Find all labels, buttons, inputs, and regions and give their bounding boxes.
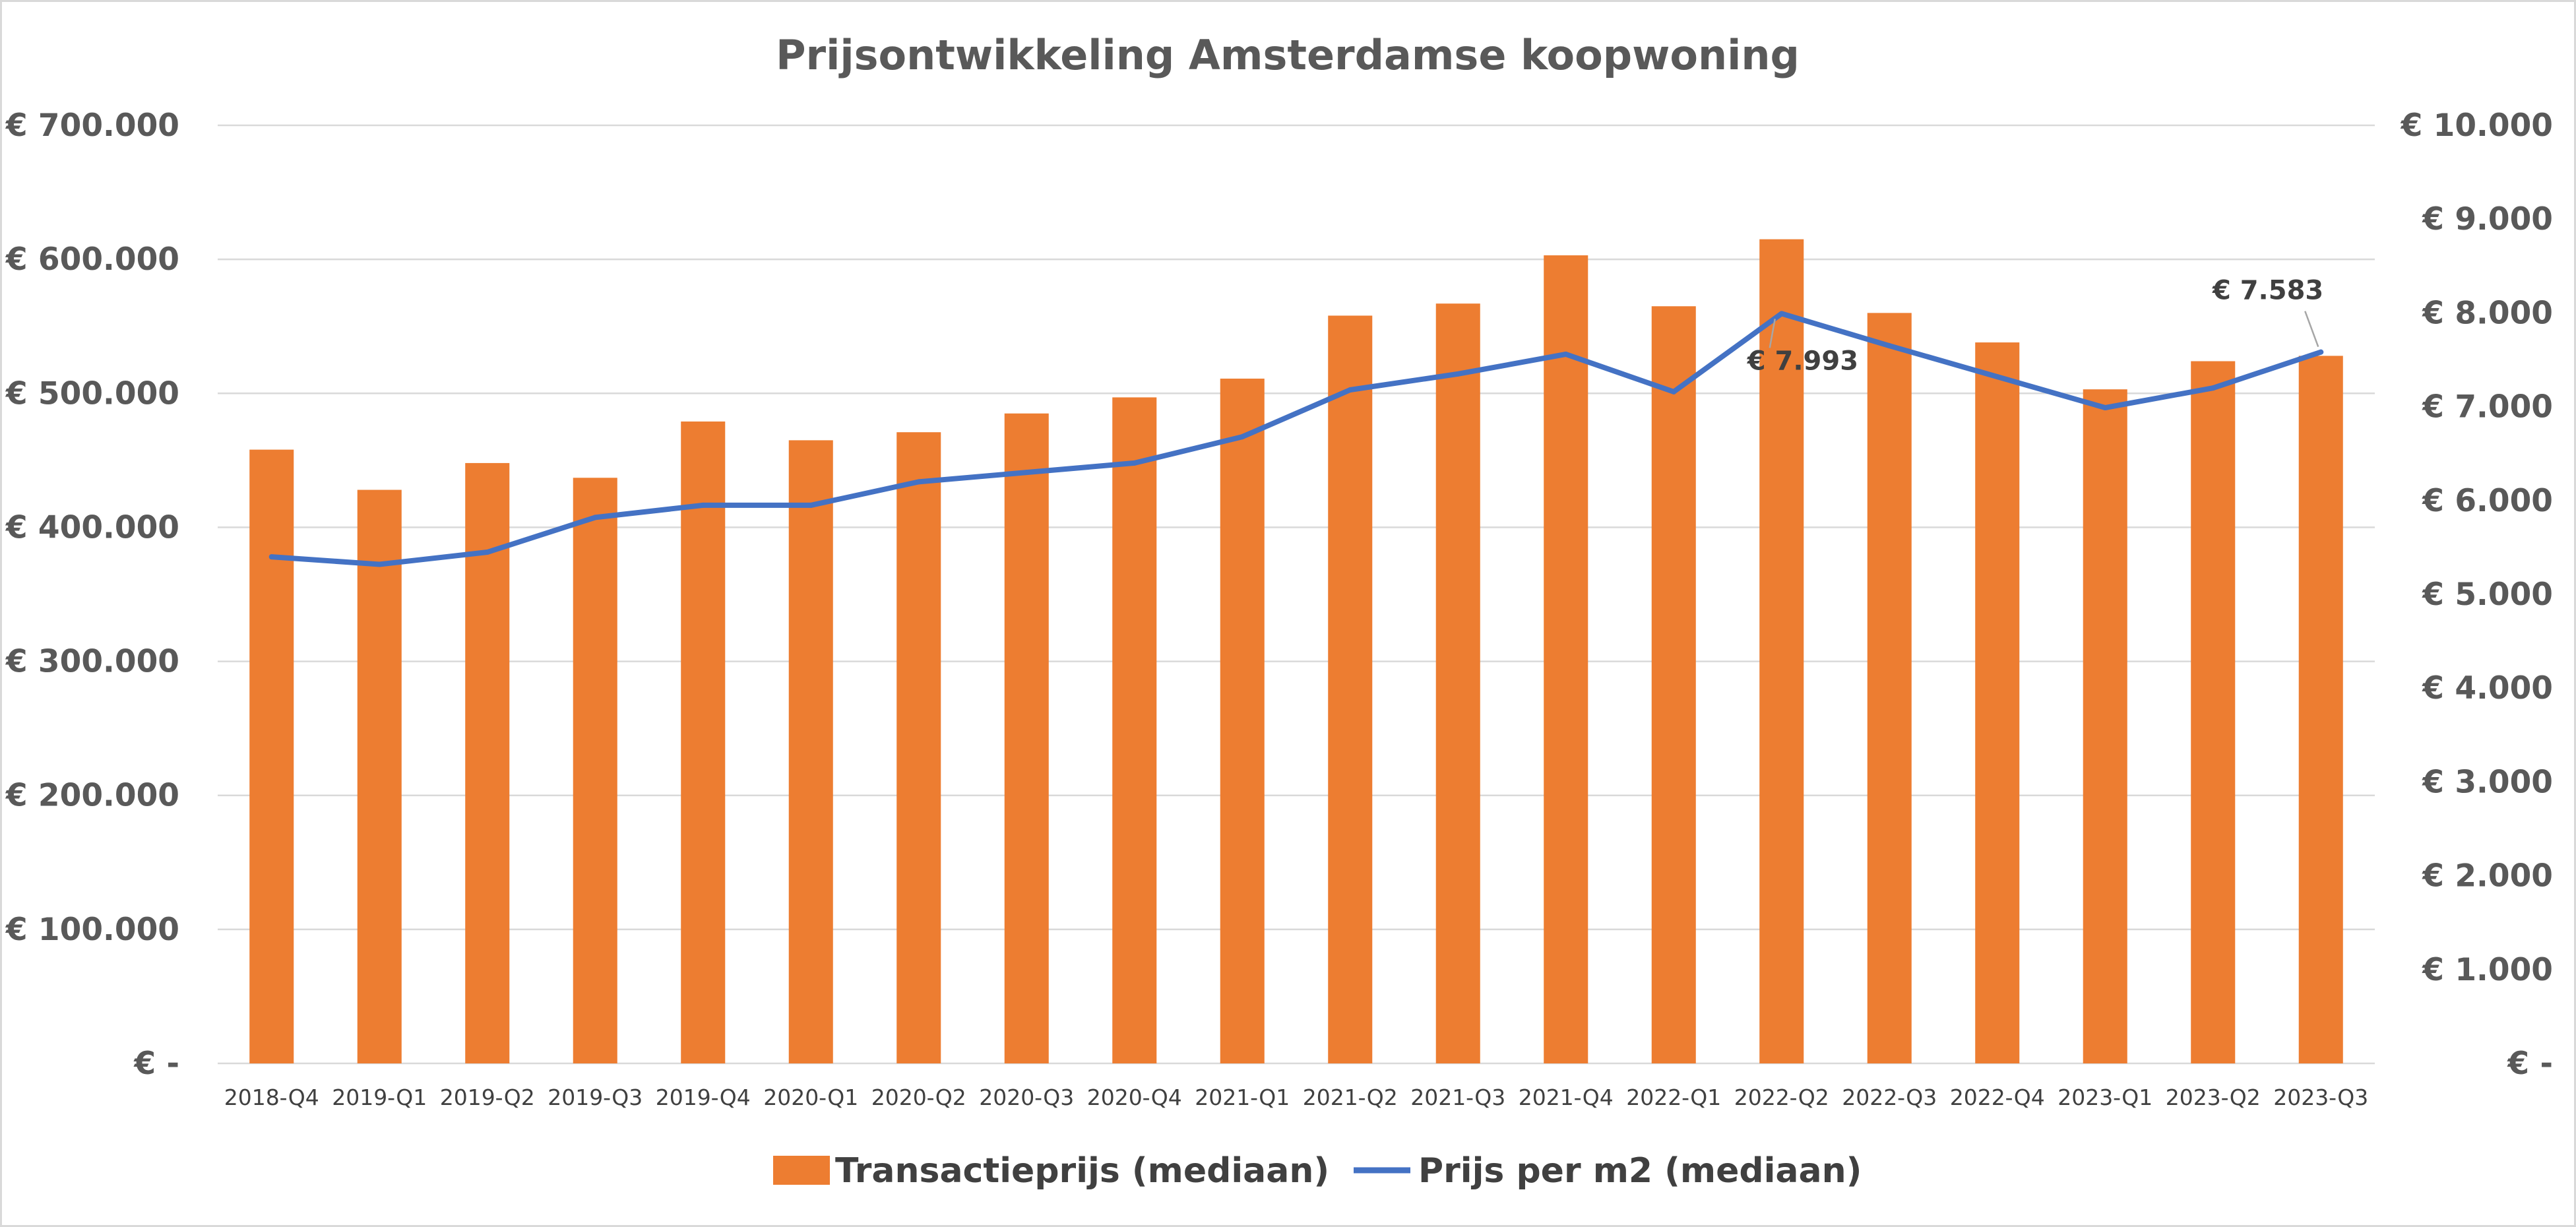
line-point bbox=[916, 479, 922, 485]
bar bbox=[2191, 361, 2236, 1063]
x-tick-label: 2022-Q2 bbox=[1734, 1085, 1829, 1110]
left-tick-label: € 100.000 bbox=[5, 912, 179, 948]
x-tick-label: 2020-Q2 bbox=[871, 1085, 966, 1110]
x-tick-label: 2020-Q1 bbox=[763, 1085, 858, 1110]
legend: Transactieprijs (mediaan) Prijs per m2 (… bbox=[773, 1151, 1862, 1191]
series-line bbox=[268, 311, 2324, 567]
line-point bbox=[268, 554, 274, 560]
x-tick-label: 2021-Q3 bbox=[1410, 1085, 1505, 1110]
x-tick-label: 2023-Q1 bbox=[2058, 1085, 2152, 1110]
left-tick-label: € 600.000 bbox=[5, 241, 179, 278]
line-series bbox=[268, 311, 2324, 567]
legend-label-line: Prijs per m2 (mediaan) bbox=[1418, 1151, 1862, 1191]
bar bbox=[573, 478, 617, 1063]
left-axis-tick-labels: € - € 100.000 € 200.000 € 300.000 € 400.000 €… bbox=[5, 108, 179, 1082]
bar bbox=[1220, 378, 1265, 1064]
right-axis-tick-labels: € - € 1.000 € 2.000 € 3.000 € 4.000 € 5.000 € … bbox=[2401, 108, 2553, 1082]
x-tick-label: 2021-Q1 bbox=[1195, 1085, 1290, 1110]
legend-label-bar: Transactieprijs (mediaan) bbox=[835, 1151, 1329, 1191]
right-tick-label: € 9.000 bbox=[2422, 201, 2553, 237]
right-tick-label: € 5.000 bbox=[2422, 577, 2553, 613]
line-point bbox=[808, 502, 814, 508]
x-axis-tick-labels: 2018-Q4 2019-Q1 2019-Q2 2019-Q3 2019-Q4 2020-… bbox=[224, 1085, 2369, 1110]
x-tick-label: 2022-Q4 bbox=[1950, 1085, 2045, 1110]
right-tick-label: € 8.000 bbox=[2422, 295, 2553, 331]
data-label-leader bbox=[1769, 319, 1776, 348]
line-point bbox=[377, 561, 383, 567]
x-tick-label: 2019-Q2 bbox=[440, 1085, 535, 1110]
line-point bbox=[1887, 343, 1893, 349]
chart-title: Prijsontwikkeling Amsterdamse koopwoning bbox=[776, 31, 1800, 79]
right-tick-label: € 10.000 bbox=[2401, 108, 2553, 144]
bar bbox=[357, 489, 402, 1063]
line-point bbox=[592, 515, 598, 520]
line-point bbox=[1455, 371, 1461, 377]
bar bbox=[1112, 397, 1157, 1063]
left-tick-label: € 700.000 bbox=[5, 108, 179, 144]
data-label-leader bbox=[2304, 311, 2319, 348]
right-tick-label: € 4.000 bbox=[2422, 670, 2553, 707]
data-label: € 7.993 bbox=[1747, 346, 1858, 376]
left-tick-label: € 200.000 bbox=[5, 778, 179, 814]
bar bbox=[681, 421, 726, 1063]
x-tick-label: 2022-Q3 bbox=[1842, 1085, 1937, 1110]
bar bbox=[1867, 313, 1912, 1063]
line-point bbox=[1347, 387, 1353, 393]
data-label: € 7.583 bbox=[2212, 276, 2323, 306]
x-tick-label: 2023-Q2 bbox=[2166, 1085, 2261, 1110]
left-tick-label: € - bbox=[133, 1046, 179, 1082]
right-tick-label: € 2.000 bbox=[2422, 858, 2553, 895]
bar bbox=[788, 440, 833, 1063]
line-point bbox=[484, 550, 490, 555]
right-tick-label: € 1.000 bbox=[2422, 952, 2553, 988]
line-point bbox=[1563, 351, 1569, 357]
left-tick-label: € 400.000 bbox=[5, 509, 179, 546]
x-tick-label: 2021-Q2 bbox=[1303, 1085, 1398, 1110]
bar bbox=[1328, 315, 1373, 1063]
x-tick-label: 2020-Q4 bbox=[1087, 1085, 1182, 1110]
bar bbox=[2083, 389, 2127, 1063]
line-point bbox=[1131, 460, 1137, 466]
x-tick-label: 2022-Q1 bbox=[1626, 1085, 1721, 1110]
right-tick-label: € - bbox=[2507, 1046, 2553, 1082]
right-tick-label: € 3.000 bbox=[2422, 764, 2553, 800]
legend-swatch-bar bbox=[773, 1156, 830, 1185]
grid-lines bbox=[218, 124, 2375, 1065]
bar bbox=[1435, 303, 1480, 1064]
line-point bbox=[1778, 311, 1784, 317]
bar bbox=[249, 449, 294, 1063]
line-point bbox=[1671, 389, 1677, 394]
bar bbox=[896, 432, 941, 1063]
line-point bbox=[2102, 405, 2108, 411]
bar bbox=[465, 462, 510, 1063]
line-point bbox=[1024, 470, 1030, 476]
right-tick-label: € 7.000 bbox=[2422, 389, 2553, 425]
data-labels: € 7.993 € 7.583 bbox=[1747, 276, 2324, 377]
x-tick-label: 2019-Q4 bbox=[656, 1085, 751, 1110]
line-point bbox=[1240, 434, 1245, 440]
line-point bbox=[2210, 385, 2216, 391]
x-tick-label: 2019-Q3 bbox=[548, 1085, 643, 1110]
left-tick-label: € 300.000 bbox=[5, 644, 179, 680]
bar-series bbox=[249, 239, 2343, 1064]
line-point bbox=[2318, 349, 2324, 355]
bar bbox=[1759, 239, 1804, 1064]
x-tick-label: 2023-Q3 bbox=[2273, 1085, 2368, 1110]
bar bbox=[2298, 356, 2343, 1063]
x-tick-label: 2020-Q3 bbox=[979, 1085, 1074, 1110]
right-tick-label: € 6.000 bbox=[2422, 483, 2553, 519]
x-tick-label: 2021-Q4 bbox=[1519, 1085, 1614, 1110]
left-tick-label: € 500.000 bbox=[5, 375, 179, 412]
line-point bbox=[700, 502, 706, 508]
x-tick-label: 2018-Q4 bbox=[224, 1085, 319, 1110]
bar bbox=[1651, 306, 1696, 1063]
line-point bbox=[1994, 374, 2000, 380]
bar bbox=[1544, 255, 1588, 1063]
bar bbox=[1004, 413, 1049, 1063]
x-tick-label: 2019-Q1 bbox=[332, 1085, 427, 1110]
bar bbox=[1975, 342, 2020, 1063]
